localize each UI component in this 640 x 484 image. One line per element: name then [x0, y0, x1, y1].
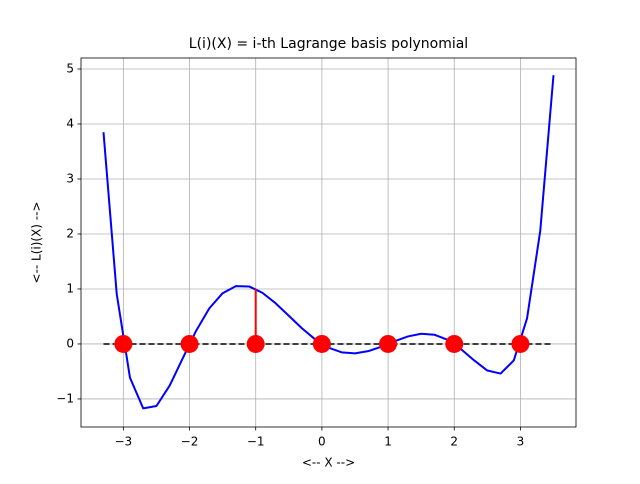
x-tick-label: −3: [115, 435, 133, 449]
x-tick-label: −1: [247, 435, 265, 449]
y-tick-label: 3: [66, 171, 74, 185]
x-tick-label: 3: [517, 435, 525, 449]
x-tick-label: 0: [318, 435, 326, 449]
node-marker: [445, 334, 464, 353]
node-marker: [246, 334, 265, 353]
x-axis-label: <-- X -->: [302, 456, 355, 470]
y-tick-label: −1: [56, 391, 74, 405]
plot-frame: [80, 57, 577, 428]
y-tick-label: 2: [66, 226, 74, 240]
x-tick-label: −2: [181, 435, 199, 449]
node-marker: [511, 334, 530, 353]
y-tick-label: 4: [66, 116, 74, 130]
y-tick-label: 0: [66, 336, 74, 350]
chart-title: L(i)(X) = i-th Lagrange basis polynomial: [189, 36, 468, 52]
y-axis-label: <-- L(i)(X) -->: [30, 201, 44, 283]
y-tick-label: 5: [66, 61, 74, 75]
y-tick-label: 1: [66, 281, 74, 295]
node-marker: [312, 334, 331, 353]
node-marker: [180, 334, 199, 353]
x-tick-label: 1: [384, 435, 392, 449]
curve: [102, 75, 555, 410]
x-tick-label: 2: [450, 435, 458, 449]
node-marker: [114, 334, 133, 353]
node-marker: [379, 334, 398, 353]
